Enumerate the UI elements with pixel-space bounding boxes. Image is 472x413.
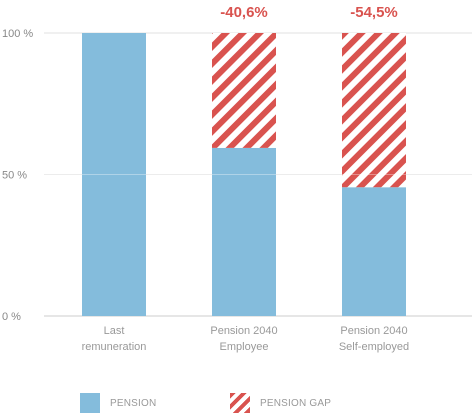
legend-pension-gap: PENSION GAP (230, 393, 331, 413)
legend-pension-gap-label: PENSION GAP (260, 397, 332, 409)
pension-gap-bar-2 (342, 33, 406, 188)
legend-pension: PENSION (80, 393, 156, 413)
y-tick-label-50: 50 % (2, 170, 27, 182)
legend-pension-swatch (80, 393, 100, 413)
pension-gap-bar-1 (212, 33, 276, 148)
category-label-0: Last remuneration (82, 325, 147, 353)
y-tick-label-100: 100 % (2, 28, 33, 40)
legend-pension-label: PENSION (110, 397, 157, 409)
y-tick-label-0: 0 % (2, 311, 21, 323)
gap-label-2: -54,5% (350, 4, 398, 21)
category-label-2: Pension 2040 Self-employed (339, 325, 409, 353)
legend-pension-gap-swatch (230, 393, 250, 413)
pension-bar-0 (82, 33, 146, 316)
gap-label-1: -40,6% (220, 4, 268, 21)
pension-bar-1 (212, 147, 276, 316)
pension-bar-2 (342, 187, 406, 316)
category-label-1: Pension 2040 Employee (210, 325, 277, 353)
